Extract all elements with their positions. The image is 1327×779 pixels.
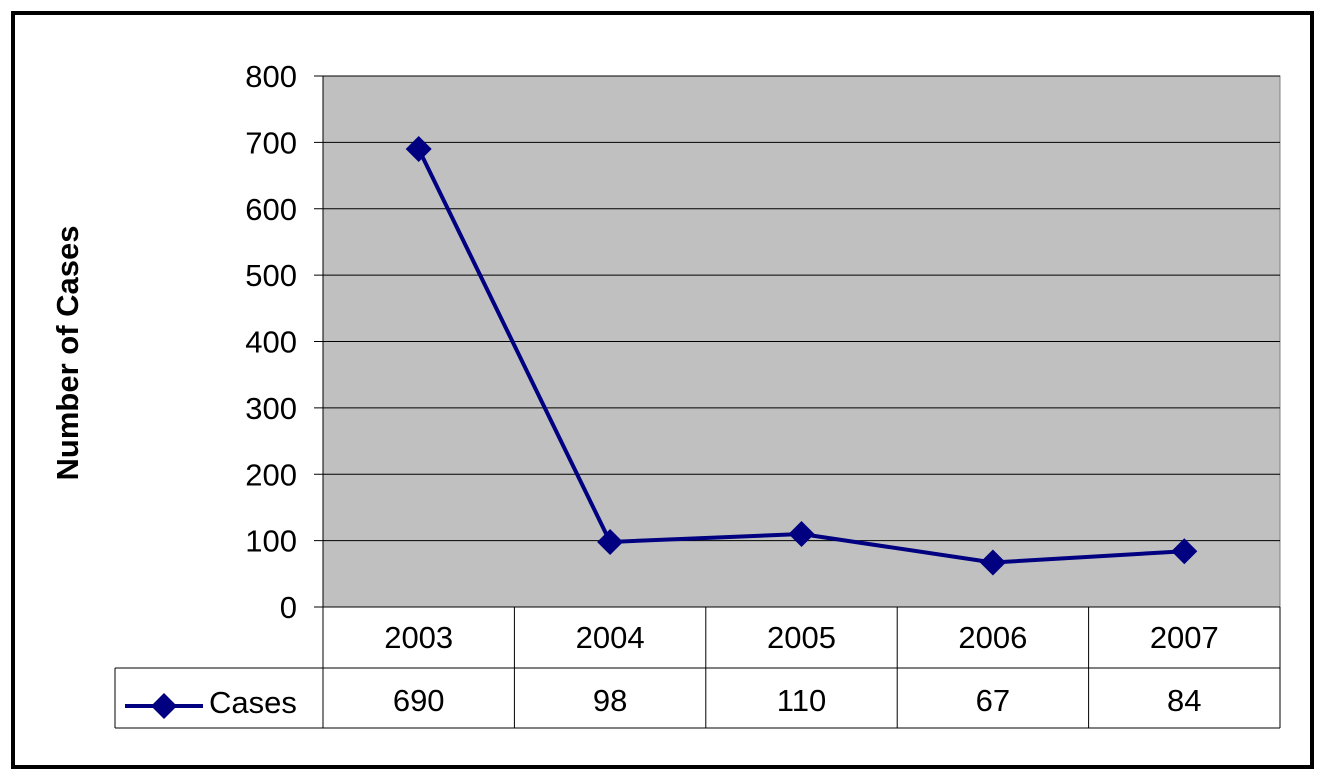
- legend-marker: [151, 693, 177, 719]
- y-tick-label: 700: [245, 125, 297, 160]
- data-table-value: 110: [777, 683, 826, 718]
- y-tick-label: 200: [245, 457, 297, 492]
- y-tick-label: 500: [245, 258, 297, 293]
- x-category-label: 2004: [576, 620, 645, 655]
- data-table: 2003 2004 2005 2006 2007 690 98 110 67 84 Cases: [114, 606, 1281, 729]
- series-layer: [405, 136, 1198, 576]
- x-category-label: 2003: [384, 620, 453, 655]
- y-tick-label: 600: [245, 192, 297, 227]
- y-tick-label: 0: [280, 590, 297, 625]
- y-tick-label: 800: [245, 59, 297, 94]
- data-point-marker: [788, 520, 815, 547]
- data-table-value: 67: [976, 683, 1010, 718]
- y-tick-label: 400: [245, 325, 297, 360]
- data-table-value: 690: [393, 683, 445, 718]
- data-table-value: 98: [593, 683, 627, 718]
- data-point-marker: [597, 528, 624, 555]
- x-category-label: 2005: [767, 620, 836, 655]
- x-category-label: 2006: [958, 620, 1027, 655]
- y-tick-label: 100: [245, 524, 297, 559]
- y-axis-label: Number of Cases: [50, 226, 85, 481]
- data-table-value: 84: [1167, 683, 1201, 718]
- data-point-marker: [1171, 538, 1198, 565]
- data-point-marker: [405, 136, 432, 163]
- data-point-marker: [979, 549, 1006, 576]
- y-tick-label: 300: [245, 391, 297, 426]
- legend-label: Cases: [209, 685, 297, 720]
- x-category-label: 2007: [1150, 620, 1219, 655]
- plot-area: 0 100 200 300 400 500 600 700 800: [245, 59, 1281, 625]
